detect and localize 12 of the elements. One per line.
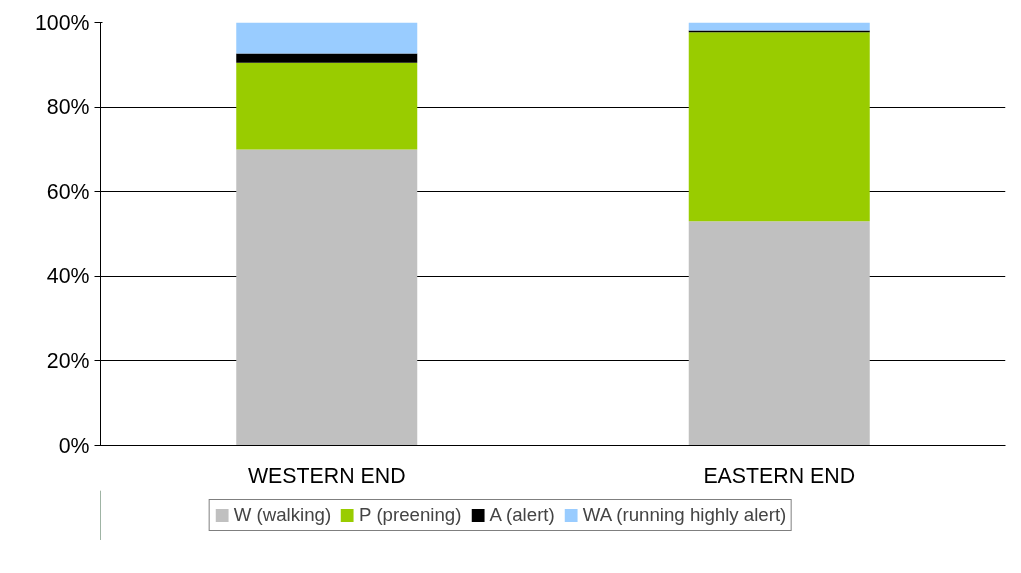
legend-label: A (alert): [489, 504, 555, 526]
y-tick-label: 20%: [46, 348, 90, 373]
y-tick-label: 80%: [46, 95, 90, 120]
x-tick-label: WESTERN END: [247, 463, 406, 488]
legend-label: WA (running highly alert): [582, 504, 787, 526]
x-tick-label: EASTERN END: [703, 463, 856, 488]
y-tick-label: 60%: [46, 179, 90, 204]
y-tick-label: 100%: [34, 10, 90, 35]
legend-label: P (preening): [359, 504, 462, 526]
y-tick-label: 0%: [58, 433, 90, 458]
y-tick-label: 40%: [46, 264, 90, 289]
legend-label: W (walking): [233, 504, 332, 526]
